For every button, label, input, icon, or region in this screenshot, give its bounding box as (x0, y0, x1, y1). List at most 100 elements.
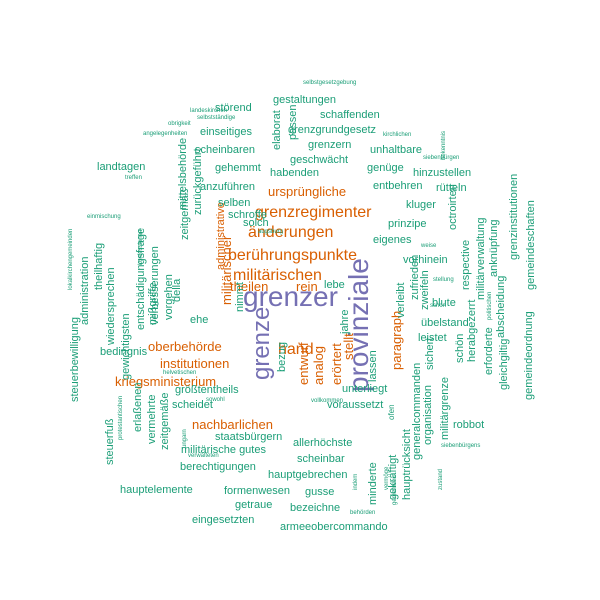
word-schön: schön (454, 333, 466, 363)
word-ofen: ofen (387, 404, 396, 420)
word-militärverwaltung: militärverwaltung (475, 217, 487, 300)
word-blute: blute (432, 297, 456, 309)
word-scheidet: scheidet (172, 399, 213, 411)
word-störend: störend (215, 102, 252, 114)
word-lebe: lebe (324, 279, 345, 291)
word-sichert: sichert (424, 337, 436, 370)
word-selbstständige: selbstständige (197, 115, 236, 121)
word-selbstgesetzgebung: selbstgesetzgebung (303, 80, 357, 86)
word-habenden: habenden (270, 167, 319, 179)
word-rütteln: rütteln (436, 182, 467, 194)
word-robbot: robbot (453, 419, 485, 431)
word-gestaltungen: gestaltungen (273, 94, 336, 106)
word-grenzern: grenzern (308, 139, 352, 151)
word-zurückgeführt: zurückgeführt (192, 148, 204, 215)
word-grenze: grenze (248, 306, 275, 380)
word-analog: analog (311, 345, 326, 385)
word-eigenes: eigenes (373, 234, 412, 246)
word-augsburg: augsburg (258, 229, 284, 235)
word-grenzregimenter: grenzregimenter (255, 204, 372, 221)
word-erlaßenen: erlaßenen (132, 382, 144, 432)
word-administration: administration (79, 256, 91, 325)
word-kriegsministerium: kriegsministerium (115, 374, 217, 389)
word-leistet: leistet (418, 332, 447, 344)
word-verwalteten: verwalteten (188, 453, 219, 459)
word-vollkommen: vollkommen (311, 398, 344, 404)
word-staatsbürgern: staatsbürgern (215, 431, 283, 443)
word-militärischen: militärischen (233, 267, 322, 284)
word-anknüpfung: anknüpfung (488, 219, 500, 278)
word-grenzgrundgesetz: grenzgrundgesetz (288, 124, 377, 136)
word-elaborat: elaborat (271, 110, 283, 150)
word-erforderte: erforderte (483, 327, 495, 375)
word-änderungen: änderungen (248, 224, 334, 241)
word-konfessionen: konfessionen (138, 229, 144, 265)
word-landtagen: landtagen (97, 161, 146, 173)
word-unterliegt: unterliegt (342, 383, 388, 395)
word-entbehren: entbehren (373, 180, 423, 192)
word-steuerfuß: steuerfuß (104, 418, 116, 465)
word-gleichgiltig: gleichgiltig (498, 338, 510, 390)
word-einseitiges: einseitiges (200, 126, 252, 138)
word-paragraph: paragraph (389, 310, 404, 370)
word-jahre: jahre (339, 309, 351, 334)
word-vermehrte: vermehrte (146, 394, 158, 444)
word-nimmt: nimmt (234, 282, 246, 312)
word-nachbarlichen: nachbarlichen (192, 417, 273, 432)
word-gemeindeschaften: gemeindeschaften (525, 200, 537, 290)
word-verleibt: verleibt (395, 282, 407, 318)
word-allerhöchste: allerhöchste (293, 437, 353, 449)
word-hauptelemente: hauptelemente (120, 484, 193, 496)
word-stellt: stellt (341, 333, 356, 360)
word-gusse: gusse (305, 486, 335, 498)
word-theilhaftig: theilhaftig (93, 242, 105, 290)
word-bezug: bezug (276, 342, 288, 372)
word-wiedersprechen: wiedersprechen (105, 267, 117, 345)
word-berührungspunkte: berührungspunkte (228, 247, 357, 264)
word-weise: weise (421, 243, 437, 249)
word-theilen: theilen (230, 279, 269, 294)
word-hinzustellen: hinzustellen (413, 167, 472, 179)
word-berechtigungen: berechtigungen (180, 461, 256, 473)
word-armeeobercommando: armeeobercommando (280, 521, 388, 533)
word-gemeindeordnung: gemeindeordnung (523, 311, 535, 400)
word-abscheidung: abscheidung (495, 275, 507, 338)
word-gehemmt: gehemmt (215, 162, 261, 174)
word-siebenbürgen: siebenbürgen (423, 155, 460, 161)
word-gewichtigsten: gewichtigsten (120, 313, 132, 380)
word-organisation: organisation (422, 385, 434, 445)
word-stellung: stellung (433, 277, 454, 283)
word-octroirten: octroirten (447, 184, 459, 230)
word-kluger: kluger (406, 199, 436, 211)
word-protestantischen: protestantischen (118, 395, 124, 440)
word-getraue: getraue (235, 499, 273, 511)
word-lassen: lassen (367, 350, 379, 382)
word-solch: solch (243, 217, 269, 229)
word-unhaltbare: unhaltbare (370, 144, 422, 156)
word-rein: rein (296, 279, 318, 294)
word-vermöge: vermöge (384, 466, 390, 490)
word-schon: schon (430, 303, 447, 309)
word-übelstand: übelstand (421, 317, 469, 329)
word-minderte: minderte (367, 462, 379, 505)
word-siebenbürgens: siebenbürgens (441, 443, 481, 449)
word-schaffenden: schaffenden (320, 109, 380, 121)
word-respective: respective (460, 239, 472, 290)
word-grenzer: grenzer (243, 281, 338, 312)
word-formenwesen: formenwesen (224, 485, 291, 497)
word-vorhinein: vorhinein (403, 254, 448, 266)
word-einmischung: einmischung (87, 214, 121, 220)
word-scheinbar: scheinbar (297, 453, 345, 465)
word-obrigkeit: obrigkeit (168, 121, 191, 127)
word-scheinbaren: scheinbaren (195, 144, 255, 156)
word-treffen: treffen (125, 175, 142, 181)
word-militärgrenze: militärgrenze (439, 377, 451, 440)
word-schroffe: schroffe (228, 209, 267, 221)
word-behörden: behörden (350, 510, 376, 516)
word-voraussetzt: voraussetzt (327, 399, 384, 411)
word-eingesetzten: eingesetzten (192, 514, 255, 526)
word-steuerbewilligung: steuerbewilligung (69, 317, 81, 402)
word-hauptgebrechen: hauptgebrechen (268, 469, 348, 481)
word-helvetischen: helvetischen (163, 370, 197, 376)
